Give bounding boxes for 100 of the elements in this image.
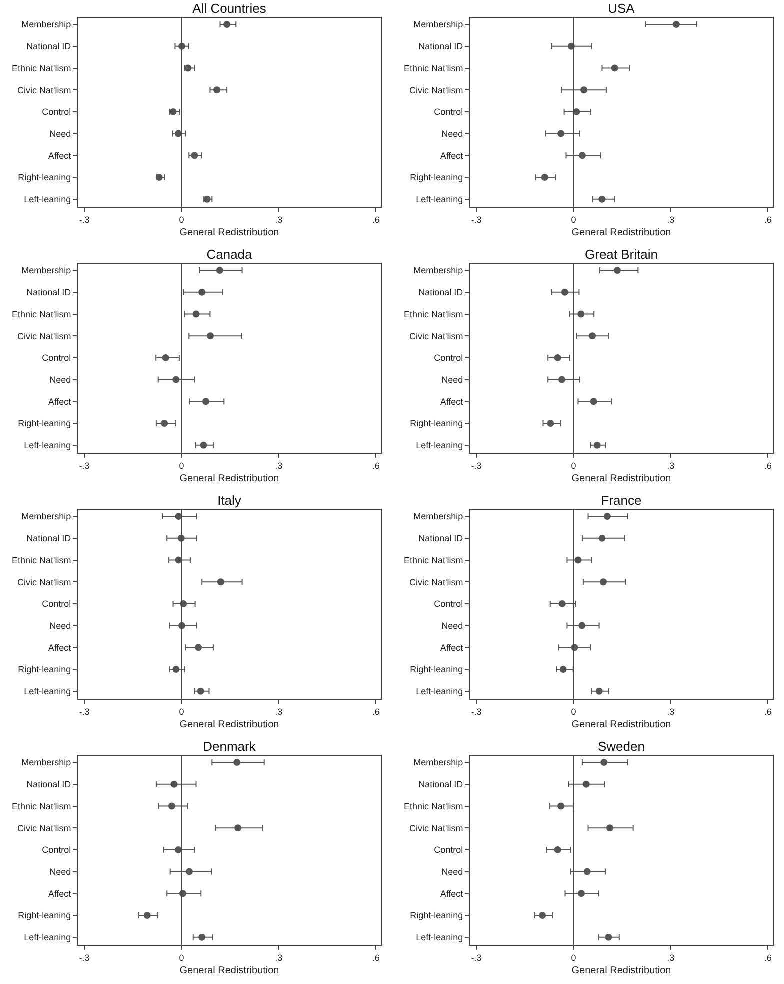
x-tick-label: .6 (372, 460, 380, 471)
y-tick-label: Control (42, 845, 72, 856)
y-tick-label: Affect (48, 642, 72, 653)
y-tick-label: Left-leaning (416, 932, 464, 942)
y-tick-label: Control (434, 353, 464, 364)
x-tick-label: 0 (179, 952, 184, 963)
y-tick-label: Membership (22, 20, 72, 30)
y-tick-label: Affect (48, 888, 72, 899)
x-tick-label: .3 (275, 706, 283, 717)
x-tick-label: .6 (764, 460, 772, 471)
x-tick-label: .3 (275, 952, 283, 963)
y-tick-label: Civic Nat'lism (409, 85, 464, 96)
y-tick-label: National ID (418, 534, 464, 544)
y-tick-label: Right-leaning (18, 664, 72, 675)
y-tick-label: Ethnic Nat'lism (12, 309, 72, 320)
x-tick-label: .6 (372, 706, 380, 717)
y-tick-label: Control (42, 107, 72, 118)
x-tick-label: .6 (764, 952, 772, 963)
x-tick-label: .6 (764, 214, 772, 225)
y-tick-label: Control (42, 599, 72, 610)
y-tick-label: National ID (26, 780, 72, 790)
x-tick-label: 0 (571, 214, 576, 225)
x-tick-label: .3 (667, 952, 675, 963)
chart-title: Italy (218, 492, 242, 508)
y-tick-label: Civic Nat'lism (409, 823, 464, 834)
y-tick-label: Need (442, 866, 464, 877)
x-tick-label: -.3 (79, 460, 90, 471)
y-tick-label: Ethnic Nat'lism (12, 63, 72, 74)
x-tick-label: -.3 (471, 214, 482, 225)
y-tick-label: Right-leaning (18, 910, 72, 921)
y-tick-label: Membership (22, 758, 72, 768)
x-tick-label: .3 (275, 214, 283, 225)
y-tick-label: Control (42, 353, 72, 364)
x-tick-label: .6 (372, 214, 380, 225)
y-tick-label: Membership (22, 512, 72, 522)
y-tick-label: Left-leaning (24, 194, 72, 204)
y-tick-label: Membership (414, 758, 464, 768)
y-tick-label: Civic Nat'lism (17, 85, 72, 96)
y-tick-label: Left-leaning (416, 194, 464, 204)
y-tick-label: National ID (26, 42, 72, 52)
chart-title: All Countries (192, 0, 267, 16)
y-tick-label: Need (50, 128, 72, 139)
y-tick-label: Membership (414, 266, 464, 276)
y-tick-label: Right-leaning (410, 664, 464, 675)
y-tick-label: Ethnic Nat'lism (404, 555, 464, 566)
x-tick-label: .6 (764, 706, 772, 717)
y-tick-label: Affect (440, 396, 464, 407)
x-axis-title: General Redistribution (180, 227, 280, 238)
y-tick-label: National ID (26, 288, 72, 298)
y-tick-label: Civic Nat'lism (17, 331, 72, 342)
x-tick-label: .3 (667, 460, 675, 471)
y-tick-label: Affect (440, 888, 464, 899)
y-tick-label: Right-leaning (410, 172, 464, 183)
x-axis-title: General Redistribution (572, 965, 672, 976)
y-tick-label: Affect (440, 150, 464, 161)
y-tick-label: Affect (48, 396, 72, 407)
y-tick-label: Ethnic Nat'lism (12, 555, 72, 566)
y-tick-label: National ID (26, 534, 72, 544)
y-tick-label: Civic Nat'lism (17, 577, 72, 588)
x-tick-label: .3 (275, 460, 283, 471)
y-tick-label: Need (50, 866, 72, 877)
y-tick-label: Civic Nat'lism (409, 331, 464, 342)
x-tick-label: -.3 (471, 952, 482, 963)
x-axis-title: General Redistribution (572, 719, 672, 730)
x-axis-title: General Redistribution (572, 227, 672, 238)
x-tick-label: -.3 (79, 214, 90, 225)
y-tick-label: Affect (48, 150, 72, 161)
chart-title: USA (608, 0, 636, 16)
y-tick-label: Civic Nat'lism (17, 823, 72, 834)
x-axis-title: General Redistribution (180, 965, 280, 976)
y-tick-label: Left-leaning (416, 440, 464, 450)
chart-title: Great Britain (585, 246, 658, 262)
y-tick-label: Need (442, 128, 464, 139)
x-tick-label: 0 (179, 706, 184, 717)
x-axis-title: General Redistribution (180, 719, 280, 730)
y-tick-label: Left-leaning (24, 932, 72, 942)
y-tick-label: Right-leaning (18, 418, 72, 429)
y-tick-label: Need (50, 374, 72, 385)
chart-title: Sweden (598, 738, 645, 754)
y-tick-label: Control (434, 599, 464, 610)
x-tick-label: 0 (571, 952, 576, 963)
x-tick-label: .3 (667, 706, 675, 717)
y-tick-label: Need (50, 620, 72, 631)
y-tick-label: National ID (418, 288, 464, 298)
y-tick-label: Need (442, 374, 464, 385)
x-axis-title: General Redistribution (180, 473, 280, 484)
y-tick-label: Affect (440, 642, 464, 653)
y-tick-label: Right-leaning (410, 910, 464, 921)
y-tick-label: Control (434, 107, 464, 118)
y-tick-label: Membership (414, 512, 464, 522)
y-tick-label: Ethnic Nat'lism (12, 801, 72, 812)
x-tick-label: 0 (179, 460, 184, 471)
x-tick-label: -.3 (79, 952, 90, 963)
x-tick-label: 0 (179, 214, 184, 225)
y-tick-label: Ethnic Nat'lism (404, 63, 464, 74)
x-axis-title: General Redistribution (572, 473, 672, 484)
y-tick-label: Need (442, 620, 464, 631)
x-tick-label: 0 (571, 706, 576, 717)
y-tick-label: Membership (414, 20, 464, 30)
y-tick-label: Right-leaning (18, 172, 72, 183)
